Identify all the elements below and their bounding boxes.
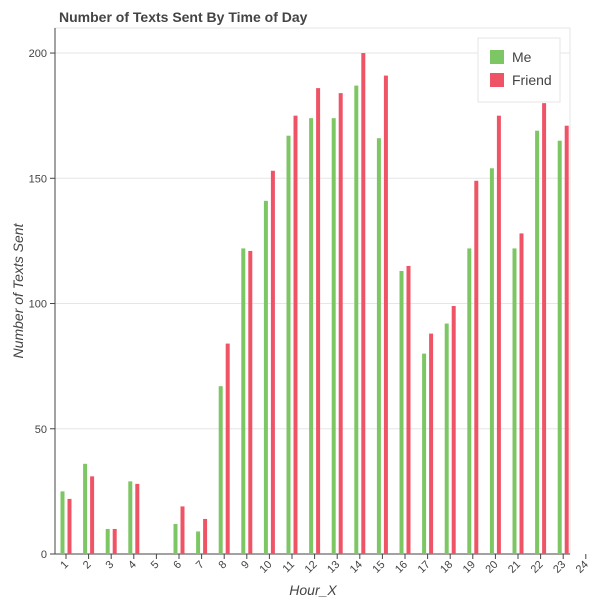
- bar-me: [467, 248, 472, 554]
- bar-friend: [474, 180, 479, 555]
- legend-swatch-me: [490, 50, 504, 64]
- bar-me: [489, 168, 494, 554]
- legend-box: [477, 37, 561, 103]
- bar-me: [263, 200, 268, 555]
- bar-friend: [203, 518, 208, 554]
- bar-me: [422, 353, 427, 554]
- legend-swatch-friend: [490, 73, 504, 87]
- bar-friend: [361, 53, 366, 555]
- bar-me: [241, 248, 246, 554]
- bar-friend: [316, 88, 321, 554]
- bar-friend: [338, 93, 343, 554]
- bar-me: [535, 130, 540, 554]
- y-axis: 0 50 100 150 200: [29, 28, 56, 561]
- chart-title: Number of Texts Sent By Time of Day: [59, 9, 308, 25]
- y-tick-label: 50: [35, 424, 47, 436]
- bar-friend: [67, 498, 72, 554]
- bar-me: [309, 118, 314, 555]
- bar-me: [218, 386, 223, 554]
- bar-friend: [225, 343, 230, 554]
- bar-friend: [519, 233, 524, 554]
- legend-label-me: Me: [512, 49, 532, 65]
- bars: [60, 53, 569, 555]
- legend-label-friend: Friend: [512, 72, 552, 88]
- x-axis-label: Hour_X: [289, 582, 337, 598]
- y-tick-label: 0: [41, 549, 47, 561]
- bar-friend: [180, 506, 185, 554]
- bar-me: [444, 323, 449, 554]
- bar-friend: [406, 265, 411, 554]
- bar-friend: [451, 306, 456, 554]
- bar-friend: [112, 528, 117, 554]
- bar-me: [399, 270, 404, 554]
- bar-friend: [496, 115, 501, 555]
- bar-me: [128, 481, 133, 554]
- bar-me: [83, 463, 88, 554]
- y-tick-label: 100: [29, 299, 47, 311]
- bar-me: [173, 523, 178, 554]
- bar-me: [512, 248, 517, 554]
- bar-friend: [542, 103, 547, 555]
- bar-friend: [293, 115, 298, 555]
- bar-friend: [248, 250, 253, 554]
- bar-friend: [270, 170, 275, 554]
- bar-friend: [135, 483, 140, 554]
- legend: Me Friend: [477, 37, 561, 103]
- bar-friend: [90, 476, 95, 554]
- bar-me: [331, 118, 336, 555]
- bar-friend: [383, 75, 388, 554]
- bar-friend: [564, 125, 569, 554]
- bar-me: [196, 531, 201, 554]
- bar-me: [354, 85, 359, 554]
- bar-me: [286, 135, 291, 554]
- y-tick-label: 150: [29, 173, 47, 185]
- y-axis-label: Number of Texts Sent: [10, 222, 26, 358]
- bar-friend: [429, 333, 434, 554]
- bar-me: [557, 140, 562, 554]
- bar-me: [376, 138, 381, 554]
- y-tick-label: 200: [29, 48, 47, 60]
- bar-me: [105, 528, 110, 554]
- bar-me: [60, 491, 65, 554]
